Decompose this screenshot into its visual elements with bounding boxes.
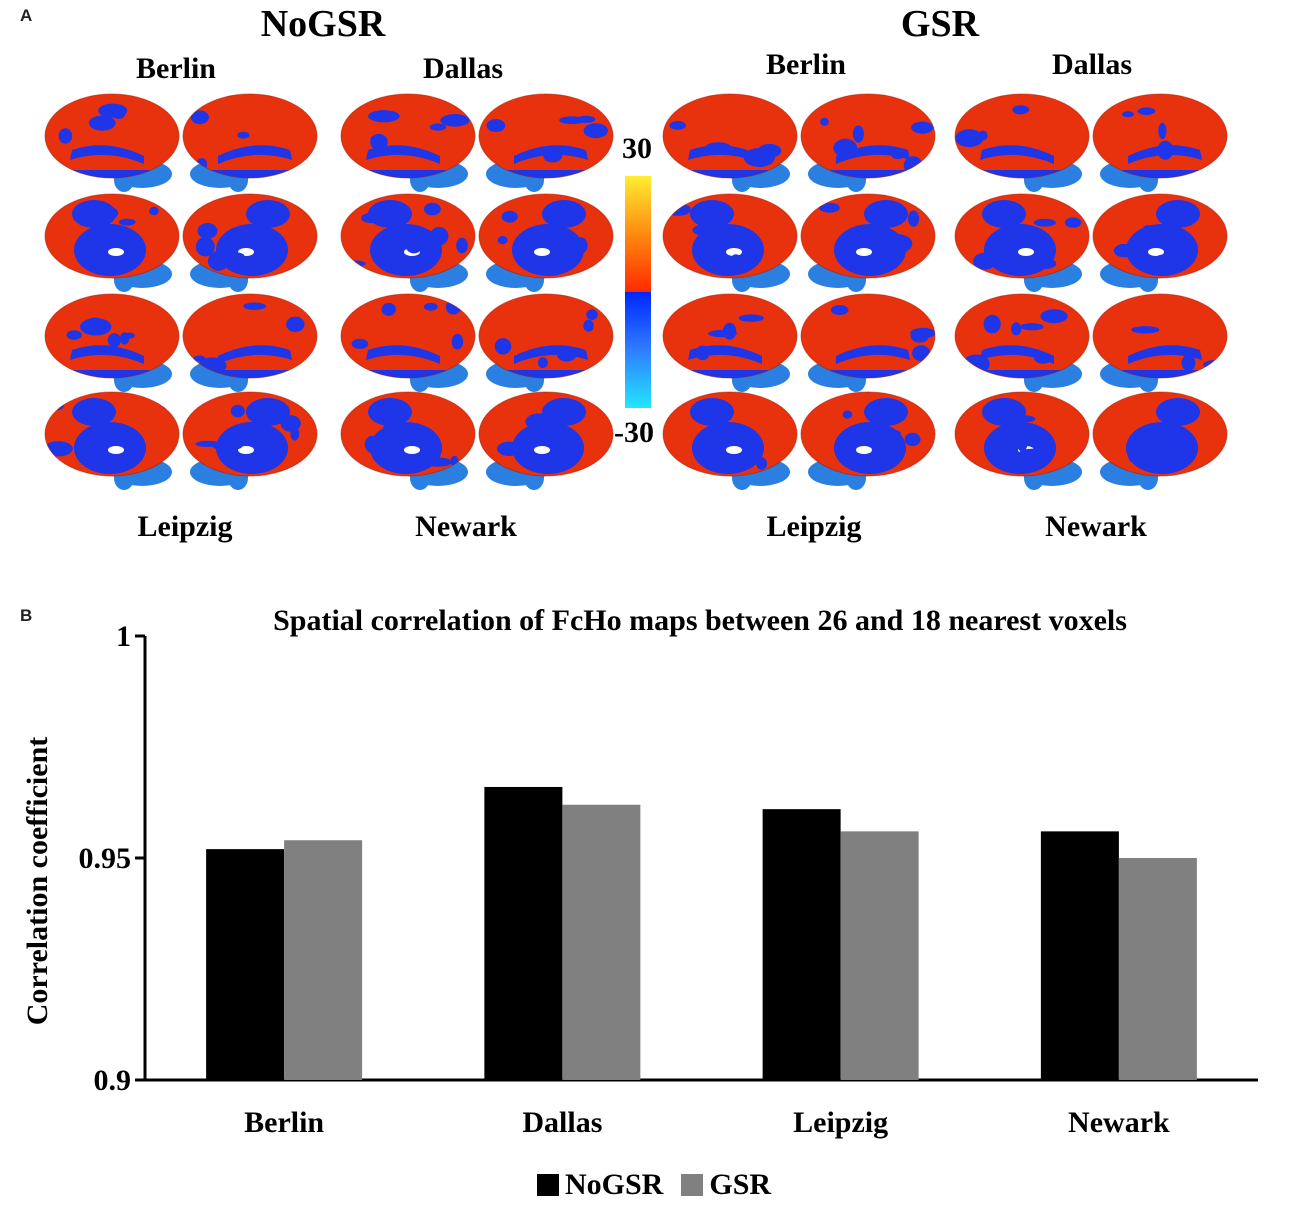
brain-map-gsr-dallas-medial-left xyxy=(954,193,1090,292)
colorbar xyxy=(625,176,651,408)
site-label-gsr-berlin: Berlin xyxy=(766,48,846,81)
brain-map-gsr-newark-lateral-right xyxy=(1092,293,1228,392)
brain-map-nogsr-newark-lateral-right xyxy=(478,293,614,392)
legend-item-nogsr: NoGSR xyxy=(537,1168,663,1202)
colorbar-min-label: -30 xyxy=(614,416,654,449)
brain-map-gsr-berlin-medial-left xyxy=(662,193,798,292)
brain-map-nogsr-dallas-medial-left xyxy=(340,193,476,292)
panel-label-b: B xyxy=(20,606,33,625)
group-title-nogsr: NoGSR xyxy=(260,3,386,45)
x-tick-label: Newark xyxy=(1068,1106,1170,1139)
brain-map-gsr-leipzig-medial-right xyxy=(800,391,936,490)
bar-nogsr-newark xyxy=(1040,831,1119,1080)
brain-map-gsr-dallas-lateral-left xyxy=(954,93,1090,192)
legend-swatch-nogsr xyxy=(537,1174,559,1196)
site-label-nogsr-leipzig: Leipzig xyxy=(137,510,233,543)
brain-map-nogsr-newark-medial-left xyxy=(340,391,476,490)
brain-map-nogsr-berlin-lateral-right xyxy=(182,93,318,192)
brain-map-gsr-newark-medial-left xyxy=(954,391,1090,490)
brain-map-gsr-berlin-lateral-right xyxy=(800,93,936,192)
brain-maps xyxy=(44,93,1228,490)
brain-map-nogsr-dallas-lateral-right xyxy=(478,93,614,192)
bar-nogsr-berlin xyxy=(206,849,285,1080)
panel-label-a: A xyxy=(20,6,33,25)
site-label-nogsr-berlin: Berlin xyxy=(136,52,216,85)
brain-map-nogsr-leipzig-medial-left xyxy=(44,391,180,490)
site-label-gsr-newark: Newark xyxy=(1045,510,1147,543)
bar-chart: 0.9 0.95 1 Berlin Dallas Leipzig Newark xyxy=(79,620,1258,1139)
brain-map-gsr-dallas-medial-right xyxy=(1092,193,1228,292)
brain-map-gsr-dallas-lateral-right xyxy=(1092,93,1228,192)
y-tick-label: 0.95 xyxy=(79,842,132,875)
brain-map-nogsr-newark-lateral-left xyxy=(340,293,476,392)
bar-nogsr-leipzig xyxy=(762,809,841,1080)
brain-map-nogsr-berlin-medial-left xyxy=(44,193,180,292)
brain-map-nogsr-dallas-lateral-left xyxy=(340,93,476,192)
brain-map-nogsr-leipzig-lateral-right xyxy=(182,293,318,392)
site-label-gsr-leipzig: Leipzig xyxy=(766,510,862,543)
brain-map-nogsr-leipzig-medial-right xyxy=(182,391,318,490)
brain-map-gsr-leipzig-lateral-right xyxy=(800,293,936,392)
chart-title: Spatial correlation of FcHo maps between… xyxy=(273,604,1127,637)
group-title-gsr: GSR xyxy=(900,3,980,45)
bar-gsr-leipzig xyxy=(840,831,919,1080)
bar-gsr-dallas xyxy=(562,804,641,1080)
site-label-nogsr-dallas: Dallas xyxy=(422,52,504,85)
colorbar-max-label: 30 xyxy=(622,132,652,165)
x-tick-label: Dallas xyxy=(522,1106,602,1139)
site-label-nogsr-newark: Newark xyxy=(415,510,517,543)
brain-map-nogsr-newark-medial-right xyxy=(478,391,614,490)
x-tick-label: Leipzig xyxy=(793,1106,888,1139)
bar-gsr-berlin xyxy=(284,840,363,1080)
legend-label-nogsr: NoGSR xyxy=(565,1168,664,1201)
bar-nogsr-dallas xyxy=(484,786,563,1080)
brain-map-nogsr-dallas-medial-right xyxy=(478,193,614,292)
brain-map-nogsr-berlin-medial-right xyxy=(182,193,318,292)
brain-map-gsr-berlin-medial-right xyxy=(800,193,936,292)
legend-swatch-gsr xyxy=(681,1174,704,1196)
brain-map-gsr-berlin-lateral-left xyxy=(662,93,798,192)
legend-item-gsr: GSR xyxy=(681,1168,771,1202)
y-tick-label: 1 xyxy=(116,620,131,653)
brain-map-gsr-leipzig-medial-left xyxy=(662,391,798,490)
legend-label-gsr: GSR xyxy=(709,1168,772,1201)
x-tick-label: Berlin xyxy=(244,1106,324,1139)
brain-map-gsr-leipzig-lateral-left xyxy=(662,293,798,392)
brain-map-gsr-newark-medial-right xyxy=(1092,391,1228,490)
brain-map-nogsr-berlin-lateral-left xyxy=(44,93,180,192)
y-tick-label: 0.9 xyxy=(94,1064,132,1097)
site-label-gsr-dallas: Dallas xyxy=(1051,48,1133,81)
legend: NoGSR GSR xyxy=(537,1168,781,1202)
brain-map-gsr-newark-lateral-left xyxy=(954,293,1090,392)
bar-gsr-newark xyxy=(1118,858,1197,1080)
brain-map-nogsr-leipzig-lateral-left xyxy=(44,293,180,392)
